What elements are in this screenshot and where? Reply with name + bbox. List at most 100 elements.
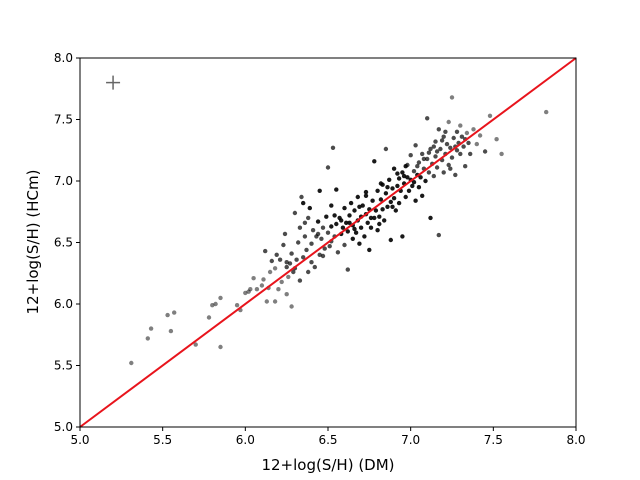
data-point <box>372 215 377 221</box>
data-point <box>301 255 306 260</box>
data-point <box>320 253 326 259</box>
data-point <box>426 150 432 155</box>
data-point <box>307 205 312 211</box>
data-point <box>309 241 314 246</box>
data-point <box>145 336 150 341</box>
data-point <box>375 188 380 193</box>
data-point <box>315 219 321 224</box>
data-point <box>172 310 177 315</box>
data-point <box>441 170 446 175</box>
data-point <box>248 287 253 292</box>
data-point <box>411 180 417 185</box>
data-point <box>294 257 299 262</box>
data-point <box>408 153 413 158</box>
data-point <box>388 199 393 205</box>
data-point <box>302 234 308 239</box>
data-point <box>363 189 369 195</box>
data-point <box>363 193 369 198</box>
data-point <box>319 236 324 241</box>
data-point <box>403 194 408 200</box>
data-point <box>357 204 362 209</box>
data-point <box>292 210 298 216</box>
data-point <box>330 145 336 150</box>
data-point <box>377 221 382 227</box>
data-point <box>387 177 392 182</box>
data-point <box>251 276 256 281</box>
data-point <box>477 133 483 138</box>
x-axis-label: 12+log(S/H) (DM) <box>261 456 394 474</box>
data-point <box>458 123 463 128</box>
data-point <box>302 220 308 225</box>
data-point <box>391 196 397 201</box>
data-point <box>380 182 385 187</box>
data-point <box>274 252 279 257</box>
y-axis-label: 12+log(S/H) (HCm) <box>24 170 42 315</box>
data-point <box>438 146 443 152</box>
data-point <box>291 269 296 275</box>
data-point <box>168 328 174 334</box>
data-point <box>334 221 339 227</box>
data-point <box>306 215 311 221</box>
data-point <box>385 185 390 190</box>
data-point <box>315 231 321 237</box>
data-point <box>482 149 488 154</box>
x-tick-label: 5.0 <box>70 433 89 447</box>
data-point <box>393 208 398 213</box>
data-point <box>400 234 405 239</box>
data-point <box>390 186 395 191</box>
data-point <box>487 113 493 119</box>
data-point <box>436 232 441 238</box>
data-point <box>360 203 365 208</box>
x-axis-ticks: 5.0 5.5 6.0 6.5 7.0 7.5 8.0 <box>70 427 586 447</box>
data-point <box>287 261 293 266</box>
data-point <box>347 220 352 225</box>
data-point <box>306 269 311 275</box>
data-point <box>165 312 170 318</box>
data-point <box>451 135 456 141</box>
data-point <box>347 213 352 218</box>
data-point <box>444 141 450 147</box>
data-point <box>380 207 385 212</box>
data-point <box>454 129 460 134</box>
data-point <box>428 215 433 221</box>
data-point <box>340 225 346 230</box>
data-point <box>416 160 422 165</box>
data-point <box>431 144 436 149</box>
data-point <box>446 162 451 168</box>
data-point <box>377 214 382 219</box>
data-point <box>206 315 212 320</box>
data-point <box>410 183 415 189</box>
data-point <box>243 290 248 296</box>
data-point <box>218 344 223 350</box>
data-point <box>358 225 364 230</box>
data-point <box>296 240 301 245</box>
data-point <box>263 248 268 254</box>
data-point <box>428 146 433 152</box>
data-point <box>494 137 499 142</box>
data-point <box>499 151 504 157</box>
data-point <box>474 141 479 147</box>
data-point <box>342 205 347 211</box>
data-point <box>385 204 390 209</box>
data-point <box>423 178 428 184</box>
data-point <box>448 166 453 171</box>
data-point <box>277 257 283 262</box>
data-point <box>289 251 294 256</box>
data-point <box>396 200 402 206</box>
data-point <box>420 151 425 157</box>
data-points <box>129 95 549 366</box>
y-tick-label: 6.5 <box>54 236 73 250</box>
data-point <box>433 139 438 144</box>
data-point <box>334 187 339 192</box>
data-point <box>453 172 458 178</box>
data-point <box>434 149 440 154</box>
data-point <box>426 170 432 175</box>
data-point <box>317 188 322 193</box>
reference-line <box>79 57 577 428</box>
data-point <box>276 287 281 292</box>
y-tick-label: 5.5 <box>54 359 73 373</box>
data-point <box>436 127 441 132</box>
data-point <box>310 228 316 233</box>
data-point <box>431 173 436 179</box>
